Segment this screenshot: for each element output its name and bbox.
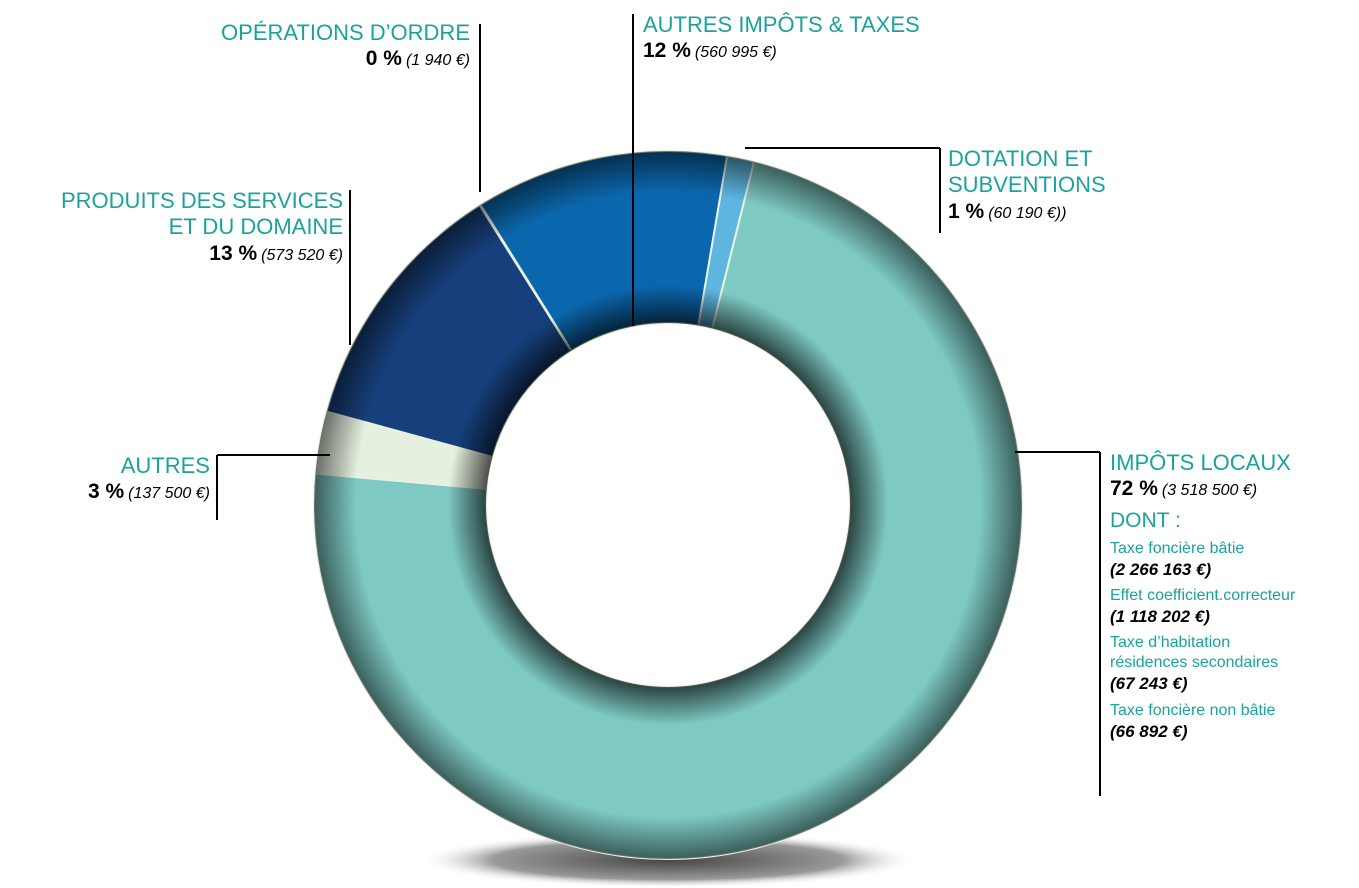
- breakdown-amount: (66 892 €): [1110, 721, 1188, 741]
- share-row: 3 % (137 500 €): [88, 479, 210, 504]
- share-row: 1 % (60 190 €)): [948, 199, 1106, 224]
- share-label: 72 %: [1110, 477, 1158, 501]
- slice-label: OPÉRATIONS D’ORDRE 0 % (1 940 €): [221, 20, 470, 72]
- share-label: 0 %: [365, 47, 402, 71]
- share-label: 12 %: [643, 39, 691, 63]
- breakdown-item: Taxe foncière bâtie (2 266 163 €): [1110, 539, 1295, 580]
- breakdown-item: Taxe d’habitation résidences secondaires…: [1110, 633, 1295, 694]
- amount-label: (1 940 €): [405, 52, 470, 70]
- share-row: 72 % (3 518 500 €): [1110, 476, 1295, 501]
- breakdown-amount: (2 266 163 €): [1110, 559, 1212, 579]
- breakdown-amount: (1 118 202 €): [1110, 607, 1210, 627]
- slice-label: IMPÔTS LOCAUX 72 % (3 518 500 €) DONT : Taxe…: [1110, 450, 1295, 742]
- category-name: IMPÔTS LOCAUX: [1110, 450, 1291, 475]
- category-name: PRODUITS DES SERVICES ET DU DOMAINE: [61, 188, 343, 240]
- breakdown-name: Taxe foncière bâtie: [1110, 539, 1245, 557]
- amount-label: (560 995 €): [694, 44, 777, 62]
- breakdown-name: Effet coefficient.correcteur: [1110, 587, 1296, 605]
- slice-label: AUTRES IMPÔTS & TAXES 12 % (560 995 €): [643, 12, 920, 64]
- amount-label: (60 190 €)): [988, 204, 1067, 222]
- category-name: OPÉRATIONS D’ORDRE: [221, 20, 470, 45]
- breakdown-title: DONT :: [1110, 508, 1181, 532]
- breakdown-item: Effet coefficient.correcteur (1 118 202 €…: [1110, 586, 1295, 627]
- category-name: DOTATION ET SUBVENTIONS: [948, 146, 1106, 198]
- share-row: 12 % (560 995 €): [643, 38, 920, 63]
- slice-label: AUTRES 3 % (137 500 €): [88, 453, 210, 505]
- amount-label: (137 500 €): [128, 485, 210, 503]
- share-label: 3 %: [87, 480, 125, 504]
- slice-label: PRODUITS DES SERVICES ET DU DOMAINE 13 %(…: [61, 188, 343, 266]
- share-label: 13 %: [209, 241, 258, 265]
- breakdown-amount: (67 243 €): [1110, 674, 1188, 694]
- category-name: AUTRES: [120, 453, 210, 478]
- slice-label: DOTATION ET SUBVENTIONS 1 % (60 190 €)): [948, 146, 1106, 224]
- share-label: 1 %: [948, 199, 985, 223]
- breakdown-name: Taxe d’habitation résidences secondaires: [1110, 634, 1279, 672]
- breakdown-name: Taxe foncière non bâtie: [1110, 701, 1276, 719]
- share-row: 13 % (573 520 €): [61, 241, 343, 266]
- share-row: 0 % (1 940 €): [221, 46, 470, 71]
- category-name: AUTRES IMPÔTS & TAXES: [643, 12, 920, 37]
- amount-label: (573 520 €): [261, 246, 343, 264]
- amount-label: (3 518 500 €): [1161, 482, 1258, 500]
- breakdown-item: Taxe foncière non bâtie (66 892 €): [1110, 701, 1295, 742]
